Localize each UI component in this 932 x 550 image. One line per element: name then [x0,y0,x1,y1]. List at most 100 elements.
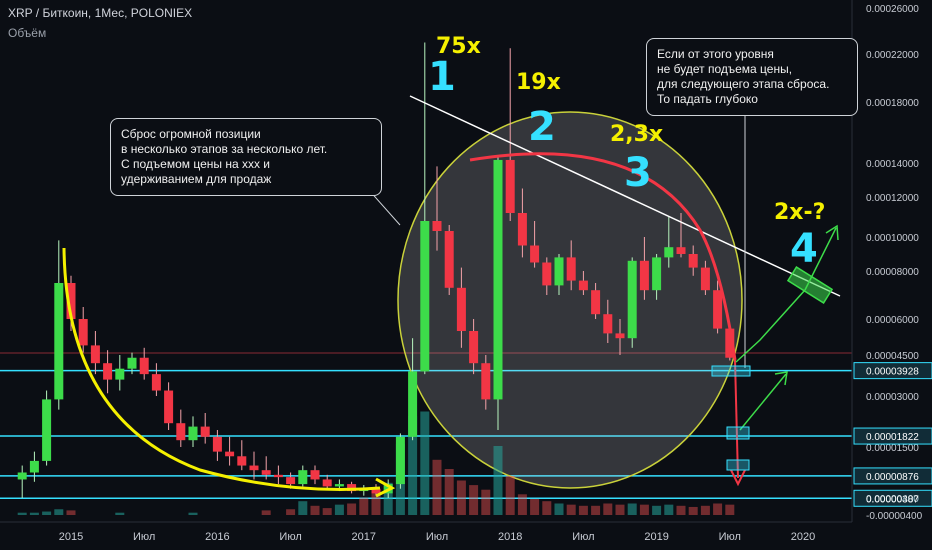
x-tick-label-1: Июл [133,531,155,543]
volume-bar-8 [286,509,296,515]
chart-title: XRP / Биткоин, 1Мес, POLONIEX [8,6,193,20]
volume-bar-34 [603,503,613,515]
volume-bar-38 [652,505,662,515]
volume-bar-19 [420,411,430,515]
volume-bar-23 [469,485,479,515]
y-tick-label-4: 0.00012000 [866,193,919,204]
green-arrow-1-head [825,224,839,241]
candle-body-17 [225,451,235,457]
y-tick-label-8: 0.00004500 [866,351,919,362]
y-tick-label-5: 0.00010000 [866,233,919,244]
volume-bar-10 [310,505,320,515]
candle-body-38 [481,363,491,400]
yellow-curve [62,247,381,492]
volume-bar-13 [347,503,357,515]
highlight-ellipse [397,111,743,489]
volume-bar-15 [371,489,381,515]
x-tick-label-5: Июл [426,531,448,543]
candle-body-34 [432,221,442,231]
volume-bar-5 [115,512,125,515]
volume-bar-25 [493,446,503,515]
candle-body-42 [530,245,540,263]
volume-bar-12 [334,504,344,515]
volume-bar-26 [505,475,515,515]
candle-body-41 [517,213,527,246]
candle-body-18 [237,456,247,466]
candle-body-55 [688,254,698,268]
x-tick-label-9: Июл [719,531,741,543]
volume-bar-7 [261,510,271,515]
price-tag-label-3: 0.00000387 [866,494,919,505]
candle-body-51 [639,260,649,291]
green-arrow-2-head [774,371,788,386]
candle-body-3 [54,283,64,400]
candle-body-19 [249,465,259,471]
red-arrow-head [730,469,746,487]
annotation-2-3x: 2,3x [610,122,664,147]
price-tag-box-2 [853,467,932,485]
volume-bar-24 [481,489,491,515]
candle-body-29 [371,488,381,494]
volume-bar-27 [517,494,527,515]
volume-bar-40 [676,505,686,515]
x-tick-label-10: 2020 [791,531,815,543]
candle-body-4 [66,283,76,319]
x-tick-label-6: 2018 [498,531,522,543]
candle-body-52 [652,257,662,291]
volume-bar-21 [444,469,454,515]
candle-body-14 [188,426,198,441]
y-tick-label-6: 0.00008000 [866,267,919,278]
annotation-4: 4 [790,226,818,272]
x-tick-label-8: 2019 [644,531,668,543]
candle-body-2 [42,399,52,461]
candle-body-16 [212,436,222,452]
candle-body-24 [310,470,320,480]
volume-bar-41 [688,506,698,515]
callout-left: Сброс огромной позиции в несколько этапо… [110,118,382,196]
annotation-3: 3 [624,150,652,196]
volume-bar-14 [359,497,369,515]
candle-body-13 [176,423,186,441]
volume-bar-2 [42,511,52,515]
candle-body-1 [29,460,39,473]
volume-bar-11 [322,508,332,515]
candle-body-39 [493,159,503,400]
candle-body-25 [322,479,332,487]
x-tick-label-4: 2017 [352,531,376,543]
price-tag-box-3 [853,489,932,507]
y-tick-label-11: 0.00000400 [866,494,919,505]
candle-body-45 [566,257,576,281]
candle-body-20 [261,470,271,475]
volume-bar-18 [408,416,418,515]
y-tick-label-0: 0.00026000 [866,4,919,15]
candle-body-31 [395,436,405,485]
x-tick-label-3: Июл [279,531,301,543]
x-tick-label-0: 2015 [59,531,83,543]
volume-bar-44 [725,504,735,515]
y-tick-label-7: 0.00006000 [866,315,919,326]
candle-body-22 [286,477,296,485]
candle-body-11 [151,374,161,391]
candle-body-5 [78,319,88,346]
candle-body-26 [334,484,344,487]
price-tag-label-0: 0.00003928 [866,367,919,378]
green-arrow-2 [739,373,787,431]
volume-bar-16 [383,482,393,515]
volume-bar-31 [566,504,576,515]
volume-bar-36 [627,503,637,515]
candle-body-58 [725,328,735,358]
x-tick-label-7: Июл [572,531,594,543]
volume-bar-32 [578,505,588,515]
candle-body-9 [127,357,137,369]
y-tick-label-1: 0.00022000 [866,50,919,61]
yellow-arrow-head [375,477,396,498]
candle-body-49 [615,333,625,339]
zone-box-1 [711,365,751,377]
candle-body-35 [444,231,454,288]
zone-box-3 [726,459,750,471]
volume-bar-29 [542,501,552,515]
volume-bar-20 [432,459,442,515]
volume-bar-28 [530,498,540,515]
red-arrow-line [734,359,739,479]
zone-box-green [786,266,834,304]
